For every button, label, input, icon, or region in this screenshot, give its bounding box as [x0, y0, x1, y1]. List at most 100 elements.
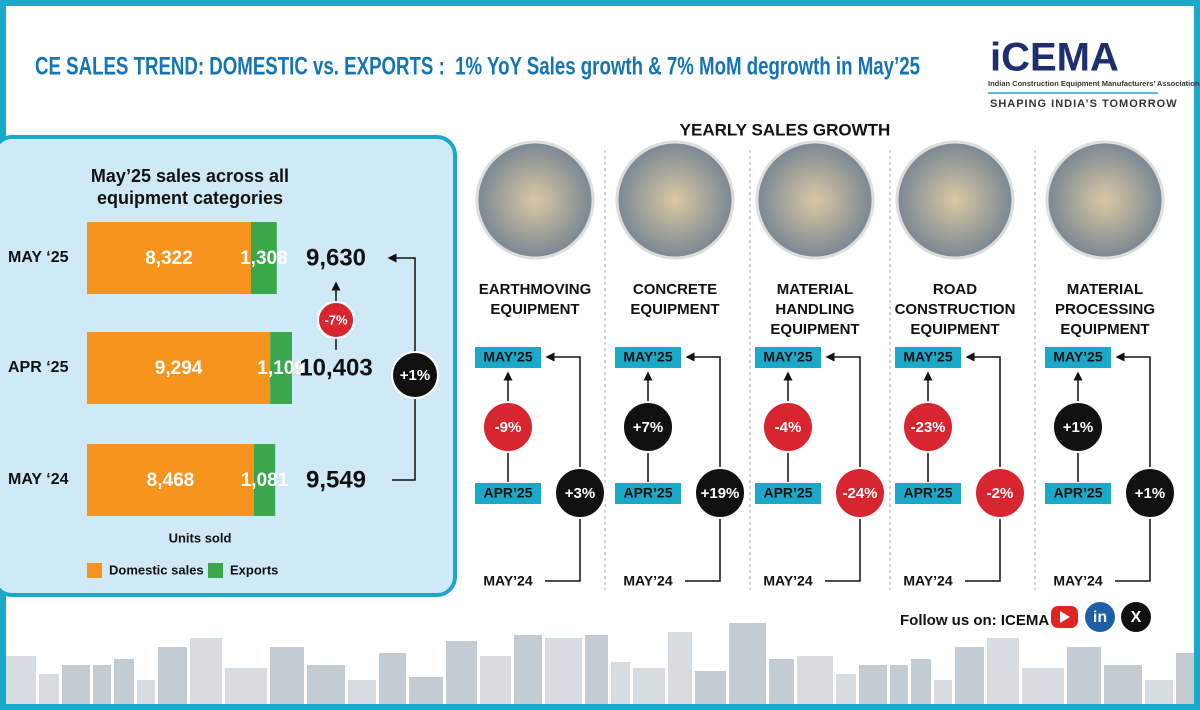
total-label: 9,630: [306, 244, 366, 271]
building: [668, 632, 692, 705]
yoy-badge-label: +1%: [400, 367, 430, 384]
mom-badge-label: +1%: [1063, 419, 1093, 436]
mom-badge: [317, 301, 355, 339]
logo: iCEMA: [990, 36, 1119, 80]
photo: [615, 140, 735, 260]
building: [955, 647, 984, 705]
category-label: APR ‘25: [8, 359, 69, 376]
yoy-badge: [834, 467, 886, 519]
x-icon: [1121, 602, 1151, 632]
period-box: [1045, 483, 1111, 504]
youtube-play: [1060, 611, 1070, 623]
bar-segment: [253, 444, 276, 516]
building: [307, 665, 345, 705]
building: [633, 668, 665, 705]
period-label: MAY’25: [903, 349, 953, 365]
building: [836, 674, 856, 705]
yoy-badge-label: -24%: [842, 485, 877, 502]
legend-swatch: [208, 563, 223, 578]
building: [911, 659, 931, 705]
period-label: MAY’24: [763, 573, 813, 589]
bar-segment: [270, 332, 292, 404]
period-label: MAY’25: [763, 349, 813, 365]
bar-segment: [250, 222, 277, 294]
building: [348, 680, 376, 705]
category-label: MAY ‘25: [8, 249, 69, 266]
period-label: APR’25: [483, 485, 532, 501]
building: [769, 659, 794, 705]
period-box: [895, 483, 961, 504]
mom-badge: [902, 401, 954, 453]
building: [729, 623, 766, 705]
building: [545, 638, 582, 705]
yoy-badge: [554, 467, 606, 519]
value-label: 1,308: [240, 248, 288, 269]
photo: [895, 140, 1015, 260]
total-label: 9,549: [306, 466, 366, 493]
mom-badge: [1052, 401, 1104, 453]
period-label: APR’25: [763, 485, 812, 501]
linkedin-text: in: [1093, 609, 1107, 626]
building: [934, 680, 952, 705]
period-label: APR’25: [623, 485, 672, 501]
mom-badge: [762, 401, 814, 453]
building: [190, 638, 222, 705]
building: [859, 665, 887, 705]
yearly-title: YEARLY SALES GROWTH: [680, 120, 891, 139]
period-box: [475, 347, 541, 368]
category-name: MATERIAL PROCESSING EQUIPMENT: [1054, 281, 1156, 338]
skyline: [0, 623, 1200, 705]
yoy-badge-label: +1%: [1135, 485, 1165, 502]
legend-label: Exports: [230, 562, 278, 577]
yoy-badge-label: -2%: [987, 485, 1014, 502]
legend-swatch: [87, 563, 102, 578]
yoy-badge-label: +19%: [701, 485, 740, 502]
period-box: [1045, 347, 1111, 368]
period-box: [895, 347, 961, 368]
building: [93, 665, 111, 705]
building: [797, 656, 833, 705]
photo: [755, 140, 875, 260]
building: [270, 647, 304, 705]
value-label: 8,322: [145, 248, 193, 269]
period-box: [475, 483, 541, 504]
yoy-badge: [1124, 467, 1176, 519]
yoy-badge-label: +3%: [565, 485, 595, 502]
category-name: MATERIAL HANDLING EQUIPMENT: [770, 281, 860, 338]
period-label: MAY’24: [623, 573, 673, 589]
period-box: [615, 347, 681, 368]
building: [480, 656, 511, 705]
building: [446, 641, 477, 705]
building: [39, 674, 59, 705]
tagline: SHAPING INDIA’S TOMORROW: [990, 98, 1178, 110]
mom-badge: [482, 401, 534, 453]
period-label: MAY’25: [483, 349, 533, 365]
yoy-badge: [694, 467, 746, 519]
value-label: 1,109: [257, 358, 305, 379]
mom-badge-label: -23%: [910, 419, 945, 436]
linkedin-icon: [1085, 602, 1115, 632]
building: [379, 653, 406, 705]
value-label: 9,294: [155, 358, 203, 379]
x-axis-label: Units sold: [169, 530, 232, 545]
category-name: EARTHMOVING EQUIPMENT: [478, 281, 592, 318]
building: [890, 665, 908, 705]
building: [1145, 680, 1173, 705]
mom-badge-label: -7%: [324, 312, 348, 327]
bar-segment: [87, 332, 271, 404]
building: [137, 680, 155, 705]
value-label: 8,468: [147, 470, 195, 491]
yoy-badge: [391, 351, 439, 399]
period-box: [755, 483, 821, 504]
building: [62, 665, 90, 705]
total-label: 10,403: [299, 354, 372, 381]
yoy-badge: [974, 467, 1026, 519]
value-label: 1,081: [241, 470, 289, 491]
mom-badge: [622, 401, 674, 453]
follow: Follow us on: ICEMA: [900, 612, 1049, 629]
bar-segment: [87, 222, 251, 294]
building: [987, 638, 1019, 705]
building: [409, 677, 443, 705]
period-label: MAY’24: [483, 573, 533, 589]
